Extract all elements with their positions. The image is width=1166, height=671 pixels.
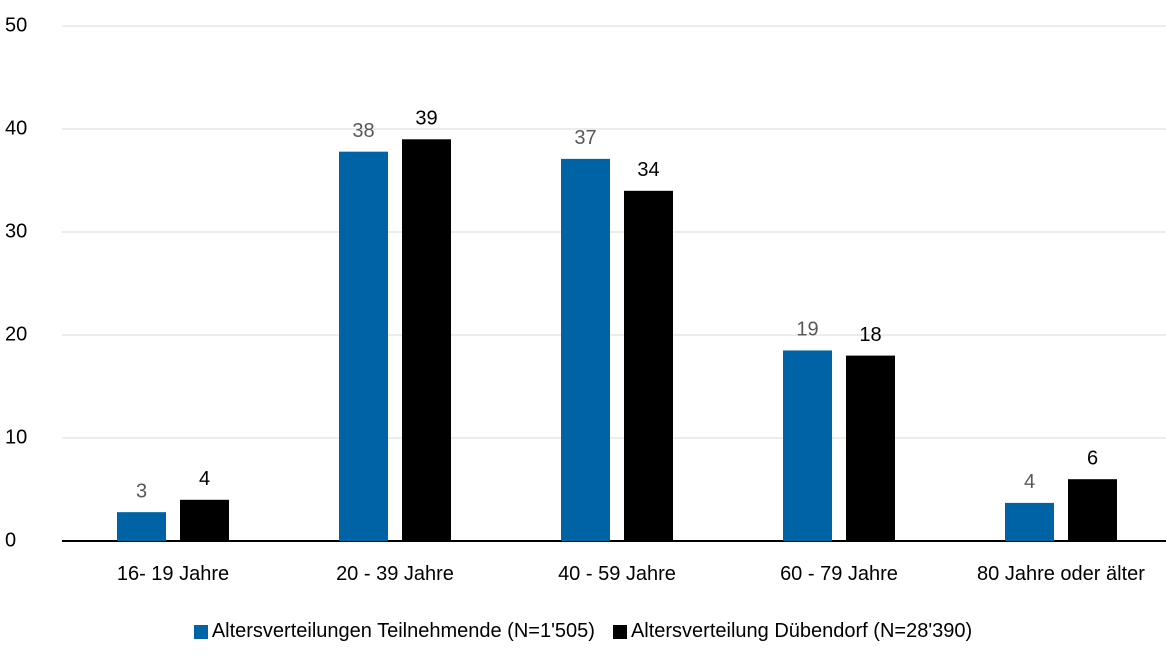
data-label: 3 xyxy=(136,480,147,502)
y-tick-label: 10 xyxy=(5,426,27,448)
bar xyxy=(339,151,388,541)
data-label: 39 xyxy=(415,108,437,130)
x-tick-label: 40 - 59 Jahre xyxy=(558,563,676,585)
data-label: 4 xyxy=(1024,471,1035,493)
y-tick-label: 40 xyxy=(5,117,27,139)
x-tick-label: 20 - 39 Jahre xyxy=(336,563,454,585)
data-label: 18 xyxy=(859,324,881,346)
y-tick-label: 20 xyxy=(5,323,27,345)
y-tick-label: 30 xyxy=(5,220,27,242)
data-label: 6 xyxy=(1087,447,1098,469)
data-label: 37 xyxy=(574,127,596,149)
legend: Altersverteilungen Teilnehmende (N=1'505… xyxy=(0,620,1166,643)
data-label: 4 xyxy=(199,468,210,490)
bar xyxy=(1005,502,1054,541)
legend-swatch xyxy=(193,624,208,639)
bar xyxy=(561,158,610,541)
y-tick-label: 50 xyxy=(5,14,27,36)
data-label: 34 xyxy=(637,159,659,181)
data-label: 38 xyxy=(352,120,374,142)
x-tick-label: 80 Jahre oder älter xyxy=(977,563,1145,585)
data-label: 19 xyxy=(796,319,818,341)
bar xyxy=(117,512,166,541)
x-tick-label: 16- 19 Jahre xyxy=(116,563,230,585)
legend-item: Altersverteilung Dübendorf (N=28'390) xyxy=(612,620,973,643)
legend-swatch xyxy=(612,624,627,639)
legend-item: Altersverteilungen Teilnehmende (N=1'505… xyxy=(193,620,595,643)
y-tick-label: 0 xyxy=(5,529,16,551)
legend-label: Altersverteilung Dübendorf (N=28'390) xyxy=(630,620,973,642)
bar xyxy=(624,190,673,542)
bar xyxy=(783,350,832,541)
x-tick-label: 60 - 79 Jahre xyxy=(780,563,898,585)
bar xyxy=(846,355,895,541)
bar xyxy=(180,499,229,541)
legend-label: Altersverteilungen Teilnehmende (N=1'505… xyxy=(211,620,595,642)
bar xyxy=(402,139,451,542)
bar xyxy=(1068,479,1117,541)
